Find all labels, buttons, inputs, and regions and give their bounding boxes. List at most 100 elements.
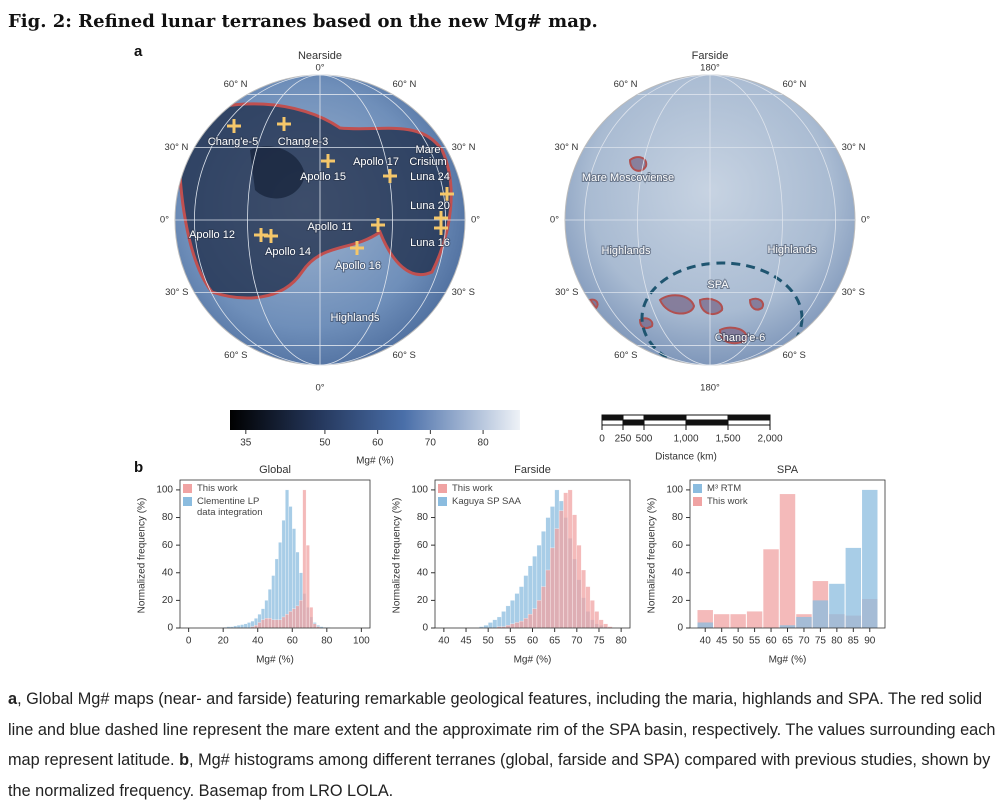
x-tick-label: 55 <box>749 636 761 647</box>
histogram-bar <box>510 623 515 629</box>
feature-label: Mare <box>415 144 440 156</box>
feature-label: Chang'e-5 <box>208 136 258 148</box>
histogram-bar <box>243 623 248 629</box>
site-marker <box>350 241 364 255</box>
histogram-bar <box>264 618 269 629</box>
legend: This work Clementine LP data integration <box>183 483 283 518</box>
histogram-bar <box>247 622 251 629</box>
y-tick-label: 100 <box>666 485 683 496</box>
site-marker <box>434 221 448 235</box>
bar <box>862 489 878 628</box>
legend-label: This work <box>197 483 238 494</box>
panel-label: b <box>134 459 143 476</box>
x-axis-label: Mg# (%) <box>256 655 294 666</box>
colorbar-label: Mg# (%) <box>356 456 394 467</box>
legend-label: Kaguya SP SAA <box>452 496 522 507</box>
longitude-label: 0° <box>315 63 324 74</box>
x-tick-label: 80 <box>616 636 628 647</box>
x-tick-label: 55 <box>505 636 517 647</box>
feature-label: Highlands <box>331 312 380 324</box>
latitude-label: 30° S <box>555 287 578 298</box>
legend: This work Kaguya SP SAA <box>438 483 538 507</box>
colorbar-tick-label: 60 <box>372 438 384 449</box>
longitude-label: 0° <box>315 383 324 394</box>
x-tick-label: 40 <box>700 636 712 647</box>
histogram-bar <box>274 619 279 629</box>
colorbar-tick-label: 70 <box>425 438 437 449</box>
histogram-bar <box>550 547 555 629</box>
histogram-bar <box>240 624 245 629</box>
histogram-bar <box>505 625 511 629</box>
x-tick-label: 75 <box>815 636 827 647</box>
y-tick-label: 80 <box>672 512 684 523</box>
histogram-bar <box>299 600 303 629</box>
caption-text: , Global Mg# maps (near- and farside) fe… <box>8 690 996 769</box>
histogram-bar <box>532 608 538 629</box>
histogram-bar <box>576 544 582 629</box>
longitude-label: 180° <box>700 383 720 394</box>
latitude-label: 30° N <box>452 142 476 153</box>
histogram-bar <box>554 528 560 629</box>
x-tick-label: 45 <box>460 636 472 647</box>
latitude-label: 60° N <box>224 79 248 90</box>
histogram-bar <box>288 611 293 629</box>
histogram-bar <box>536 600 542 629</box>
histogram-bar <box>563 492 569 629</box>
y-axis-label: Normalized frequency (%) <box>392 498 403 614</box>
scalebar-segment <box>727 414 771 421</box>
scalebar-segment <box>622 414 645 421</box>
y-tick-label: 40 <box>672 567 684 578</box>
latitude-label: 60° N <box>783 79 807 90</box>
scalebar-tick-label: 1,500 <box>715 434 740 445</box>
legend-swatch <box>438 484 447 493</box>
bar <box>812 600 829 628</box>
histogram-bar <box>514 622 520 629</box>
feature-label: Apollo 15 <box>300 171 346 183</box>
legend-label: This work <box>707 496 748 507</box>
bar <box>763 549 779 628</box>
y-tick-label: 60 <box>417 540 429 551</box>
caption: a, Global Mg# maps (near- and farside) f… <box>8 684 1006 806</box>
feature-label: Mare Moscoviense <box>582 172 674 184</box>
histogram-bar <box>281 520 286 629</box>
feature-label: Highlands <box>768 244 817 256</box>
chart-title: Global <box>259 464 291 476</box>
latitude-label: 0° <box>861 215 870 226</box>
latitude-label: 30° S <box>165 287 188 298</box>
plot-frame <box>689 479 886 629</box>
legend-box: This work Kaguya SP SAA <box>438 483 538 507</box>
histogram-bar <box>295 605 300 629</box>
colorbar-tick-label: 80 <box>478 438 490 449</box>
latitude-label: 0° <box>550 215 559 226</box>
histogram-bar <box>581 569 586 629</box>
legend-entry: M³ RTM <box>693 483 793 494</box>
scalebar-segment <box>622 419 645 426</box>
histogram-bar <box>281 616 286 629</box>
legend-box: This work Clementine LP data integration <box>183 483 283 518</box>
legend-swatch <box>183 497 192 506</box>
histogram-bar <box>483 625 489 629</box>
x-tick-label: 45 <box>716 636 728 647</box>
legend-entry: This work <box>693 496 793 507</box>
histogram-bar <box>285 614 289 629</box>
latitude-label: 60° S <box>783 350 806 361</box>
latitude-label: 60° S <box>393 350 416 361</box>
x-tick-label: 40 <box>438 636 450 647</box>
y-tick-label: 80 <box>162 512 174 523</box>
x-tick-label: 60 <box>287 636 299 647</box>
colorbar-tick-label: 35 <box>240 438 252 449</box>
latitude-label: 30° S <box>842 287 865 298</box>
legend-swatch <box>693 484 702 493</box>
latitude-label: 30° S <box>452 287 475 298</box>
histogram-bar <box>527 614 533 629</box>
colorbar-tick-label: 50 <box>319 438 331 449</box>
bar <box>845 547 862 628</box>
scalebar-segment <box>727 419 771 426</box>
chart-title: Farside <box>514 464 551 476</box>
x-tick-label: 0 <box>186 636 192 647</box>
histogram-bar <box>267 618 272 629</box>
histogram-bar <box>271 619 276 629</box>
x-axis-label: Mg# (%) <box>769 655 807 666</box>
latitude-label: 0° <box>160 215 169 226</box>
histogram-bar <box>598 619 604 629</box>
